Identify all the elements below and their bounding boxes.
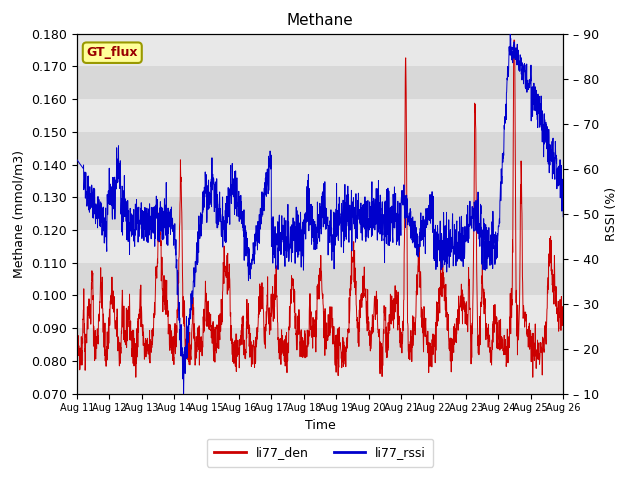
- X-axis label: Time: Time: [305, 419, 335, 432]
- Bar: [77, 230, 563, 263]
- Bar: [77, 66, 563, 99]
- Bar: [77, 165, 563, 197]
- Bar: [77, 361, 563, 394]
- Legend: li77_den, li77_rssi: li77_den, li77_rssi: [207, 439, 433, 467]
- Y-axis label: RSSI (%): RSSI (%): [605, 187, 618, 240]
- Bar: [77, 34, 563, 66]
- Bar: [77, 132, 563, 165]
- Bar: [77, 99, 563, 132]
- Title: Methane: Methane: [287, 13, 353, 28]
- Y-axis label: Methane (mmol/m3): Methane (mmol/m3): [13, 150, 26, 277]
- Bar: [77, 295, 563, 328]
- Bar: [77, 197, 563, 230]
- Text: GT_flux: GT_flux: [86, 46, 138, 59]
- Bar: [77, 328, 563, 361]
- Bar: [77, 263, 563, 295]
